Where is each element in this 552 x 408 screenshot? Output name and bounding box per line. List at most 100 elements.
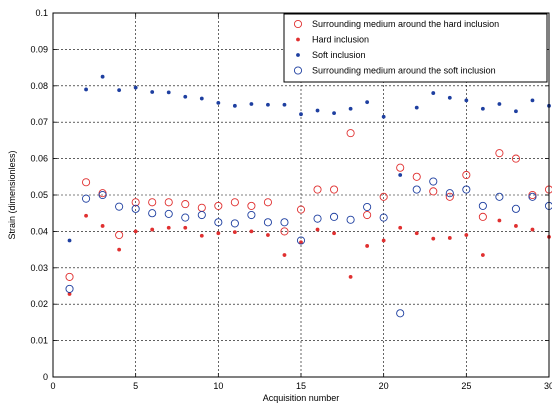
- data-point: [197, 210, 206, 220]
- data-point: [230, 219, 239, 228]
- data-point: [299, 112, 303, 117]
- legend: Surrounding medium around the hard inclu…: [283, 13, 548, 83]
- data-point: [263, 218, 272, 227]
- data-point: [414, 105, 419, 110]
- data-point: [82, 194, 91, 203]
- data-point: [445, 192, 454, 201]
- data-point: [263, 198, 272, 207]
- data-point: [199, 96, 204, 101]
- data-point: [462, 170, 471, 180]
- data-point: [530, 98, 535, 103]
- data-point: [166, 90, 171, 95]
- data-point: [365, 100, 370, 105]
- data-point: [398, 173, 403, 177]
- data-point: [133, 85, 138, 90]
- data-point: [216, 231, 221, 236]
- data-point: [230, 198, 239, 207]
- data-point: [381, 238, 386, 243]
- data-point: [216, 101, 221, 105]
- data-point: [249, 102, 254, 106]
- data-point: [313, 214, 322, 223]
- data-point: [117, 88, 122, 93]
- data-point: [348, 275, 353, 279]
- data-point: [514, 224, 518, 228]
- data-point: [214, 218, 223, 227]
- data-point: [115, 202, 124, 211]
- series-4: [65, 177, 552, 318]
- data-point: [299, 240, 303, 245]
- data-point: [497, 102, 502, 106]
- series-2: [67, 213, 551, 296]
- y-tick-label: 0.07: [30, 117, 48, 127]
- y-axis-label: Strain (dimensionless): [7, 150, 17, 239]
- data-point: [131, 204, 140, 213]
- y-tick-label: 0.02: [30, 299, 48, 309]
- data-point: [396, 163, 405, 172]
- data-point: [495, 192, 504, 201]
- data-point: [67, 238, 72, 243]
- data-point: [511, 204, 520, 213]
- y-tick-label: 0.03: [30, 263, 48, 273]
- data-point: [511, 154, 520, 163]
- data-point: [346, 215, 355, 224]
- data-point: [381, 114, 386, 119]
- data-point: [315, 108, 320, 113]
- data-point: [166, 225, 171, 230]
- data-point: [181, 200, 190, 209]
- data-point: [332, 231, 336, 236]
- data-point: [332, 111, 336, 115]
- data-point: [65, 272, 74, 281]
- data-point: [115, 230, 124, 240]
- data-point: [478, 212, 487, 221]
- x-tick-label: 30: [544, 381, 552, 391]
- data-point: [447, 95, 452, 100]
- legend-box: [283, 13, 548, 83]
- data-point: [150, 90, 155, 94]
- data-point: [133, 229, 138, 234]
- data-point: [431, 236, 436, 241]
- data-point: [131, 198, 140, 207]
- data-point: [431, 91, 436, 95]
- data-point: [478, 201, 487, 210]
- data-point: [363, 210, 372, 220]
- data-point: [495, 149, 504, 158]
- data-point: [98, 190, 107, 200]
- data-point: [429, 177, 438, 186]
- data-point: [296, 236, 306, 245]
- data-point: [282, 102, 287, 107]
- plot-frame: [52, 12, 550, 378]
- data-point: [315, 227, 320, 232]
- data-point: [363, 202, 372, 212]
- data-point: [346, 129, 355, 138]
- data-point: [67, 292, 72, 296]
- data-point: [445, 189, 454, 198]
- data-point: [528, 192, 537, 201]
- data-point: [412, 172, 421, 181]
- data-point: [412, 185, 421, 194]
- y-tick-label: 0.01: [30, 336, 48, 346]
- y-tick-label: 0: [43, 372, 48, 382]
- data-point: [330, 212, 339, 221]
- data-point: [232, 230, 237, 235]
- data-point: [249, 229, 254, 234]
- series-3: [67, 74, 551, 243]
- data-point: [266, 102, 270, 107]
- x-tick-label: 25: [461, 381, 471, 391]
- legend-entry-label: Hard inclusion: [312, 35, 369, 45]
- data-point: [65, 284, 74, 293]
- data-point: [117, 247, 122, 252]
- x-tick-label: 15: [296, 381, 306, 391]
- data-point: [266, 233, 270, 237]
- data-point: [296, 205, 306, 214]
- data-point: [164, 209, 173, 218]
- data-point: [280, 218, 289, 227]
- y-tick-label: 0.04: [30, 226, 48, 236]
- data-point: [379, 192, 388, 201]
- data-point: [214, 201, 223, 210]
- legend-marker: [296, 37, 300, 42]
- data-point: [280, 227, 289, 236]
- data-point: [348, 106, 353, 111]
- data-point: [462, 185, 471, 194]
- data-point: [148, 198, 157, 207]
- legend-entry-label: Surrounding medium around the soft inclu…: [312, 66, 496, 76]
